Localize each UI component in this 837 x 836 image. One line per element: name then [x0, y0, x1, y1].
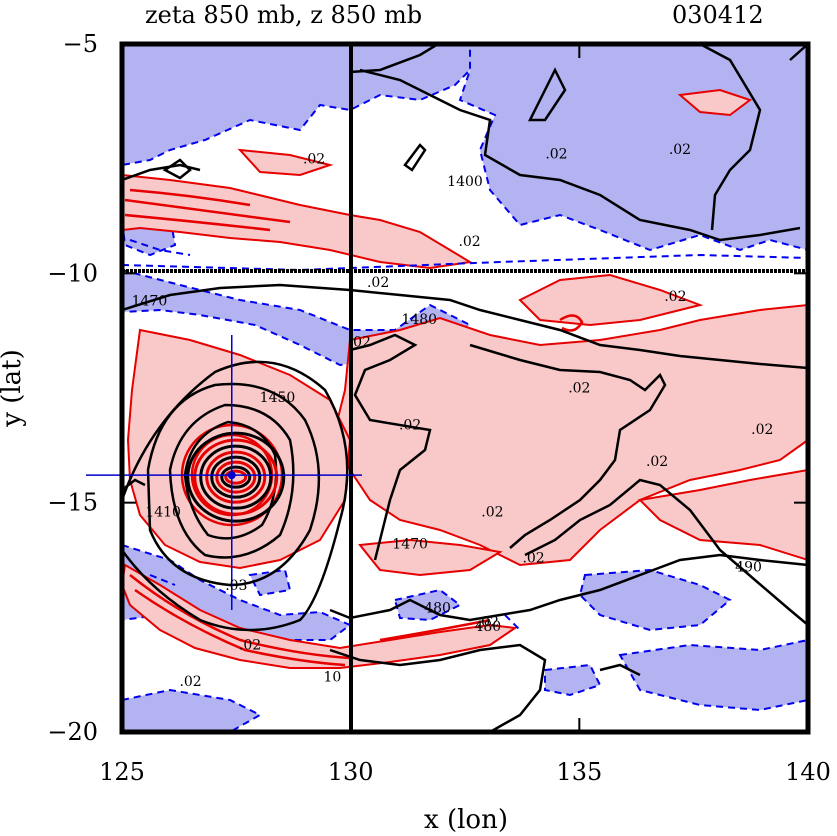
height-contour-label: 1470 — [392, 537, 428, 553]
height-contour-label: 1400 — [447, 174, 483, 190]
x-tick-label: 130 — [328, 758, 374, 786]
vorticity-contour-label: .02 — [179, 674, 201, 690]
storm-ring — [186, 431, 286, 523]
y-tick-label: −15 — [47, 489, 98, 517]
y-tick-label: −5 — [63, 30, 98, 58]
height-contour-label: 1480 — [401, 312, 437, 328]
plot-frame — [119, 41, 811, 735]
chart-date-label: 030412 — [672, 1, 764, 29]
storm-center-crosshair — [86, 335, 362, 610]
negative-vorticity-fill — [122, 44, 808, 732]
vorticity-contour-label: .02 — [481, 504, 503, 520]
y-axis-label: y (lat) — [0, 349, 27, 428]
positive-vorticity-fill — [122, 88, 808, 669]
vorticity-contour-label: .02 — [522, 550, 544, 566]
vorticity-contour-label: .02 — [545, 147, 567, 163]
storm-ring — [193, 438, 279, 516]
contour-labels: 1400 1470 1480 1450 1410 1470 480 480 490 10 .02 .0… — [132, 142, 774, 690]
vorticity-contour-label: .02 — [367, 275, 389, 291]
height-contour-label: 480 — [474, 619, 501, 635]
vorticity-contour-label: .02 — [458, 234, 480, 250]
x-tick-label: 125 — [99, 758, 145, 786]
vorticity-contour-label: .02 — [399, 417, 421, 433]
vorticity-contour-label: .02 — [669, 142, 691, 158]
chart-title: zeta 850 mb, z 850 mb — [145, 1, 422, 29]
storm-ring — [224, 469, 248, 485]
vorticity-contour-label: .02 — [646, 454, 668, 470]
x-axis-label: x (lon) — [424, 805, 508, 835]
height-contour-label: 10 — [323, 670, 341, 686]
height-contour-label: 1470 — [132, 293, 168, 309]
vorticity-contour-label: .02 — [751, 422, 773, 438]
x-tick-label: 135 — [556, 758, 602, 786]
height-contour-label: 1410 — [145, 504, 181, 520]
storm-ring — [199, 444, 273, 510]
y-tick-label: −20 — [47, 718, 98, 746]
y-tick-label: −10 — [47, 259, 98, 287]
height-contour-label: 1450 — [260, 390, 296, 406]
x-tick-label: 140 — [785, 758, 831, 786]
vorticity-contour-label: .02 — [477, 615, 499, 631]
vorticity-contour-label: .02 — [568, 381, 590, 397]
height-contour-label: 480 — [424, 601, 451, 617]
vorticity-contour-label: .02 — [239, 637, 261, 653]
storm-ring — [220, 465, 252, 489]
storm-ring — [210, 455, 262, 499]
axis-ticks: 125 130 135 140 −5 −10 −15 −20 — [47, 30, 831, 786]
height-contours — [122, 44, 808, 732]
vorticity-contour-label: .02 — [303, 151, 325, 167]
storm-ring — [215, 460, 257, 494]
vorticity-contour-label: .02 — [664, 289, 686, 305]
height-contour-label: 490 — [735, 559, 762, 575]
negative-vorticity-contours — [122, 239, 808, 631]
storm-ring — [205, 450, 267, 504]
storm-center-rings — [186, 431, 286, 523]
vorticity-contour-label: .02 — [349, 335, 371, 351]
vorticity-contour-label: .03 — [225, 578, 247, 594]
